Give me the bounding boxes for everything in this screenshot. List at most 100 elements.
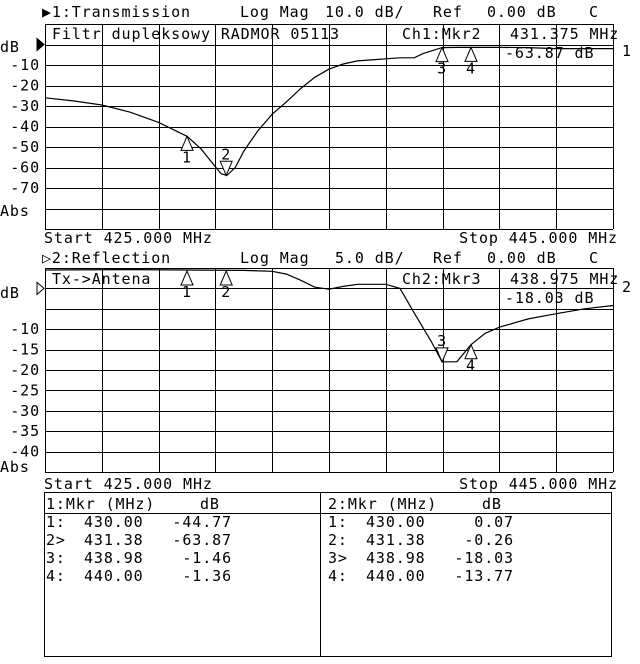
table-row: 4: 440.00 -13.77 — [328, 567, 514, 585]
y-tick-label: -50 — [10, 138, 40, 156]
channel-1-stop: Stop 445.000 MHz — [459, 229, 618, 247]
channel-2-scale: 5.0 dB/ — [335, 249, 405, 267]
channel-1-scale: 10.0 dB/ — [325, 3, 404, 21]
marker-icon — [464, 46, 478, 62]
row-label: 3: — [46, 549, 66, 567]
y-tick-label: -30 — [10, 97, 40, 115]
channel-1-y-ticks: -10 -20 -30 -40 -50 -60 -70 — [10, 56, 40, 197]
row-freq: 438.98 — [84, 549, 144, 567]
channel-1-flag: C — [589, 3, 599, 21]
row-label: 2: — [328, 531, 348, 549]
table-row: 4: 440.00 -1.36 — [46, 567, 232, 585]
marker-icon — [219, 269, 233, 286]
row-db: -0.26 — [464, 531, 514, 549]
row-db: -18.03 — [454, 549, 514, 567]
marker-label: 4 — [466, 357, 476, 375]
channel-2-flag: C — [589, 249, 599, 267]
channel-2-panel: ▷2:Reflection Log Mag 5.0 dB/ Ref 0.00 d… — [0, 249, 632, 493]
channel-1-title: Filtr dupleksowy RADMOR 05113 — [52, 25, 340, 43]
marker-1: 1 — [180, 269, 194, 301]
y-tick-label: -10 — [10, 56, 40, 74]
channel-1-ref-value: 0.00 dB — [487, 3, 557, 21]
channel-2-ref-label: Ref — [433, 249, 463, 267]
row-db: -1.36 — [182, 567, 232, 585]
channel-1-y-format: Abs — [0, 202, 30, 220]
marker-table: 1:Mkr (MHz) dB 1: 430.00 -44.77 2> 431.38 -6… — [44, 492, 612, 657]
y-tick-label: -20 — [10, 77, 40, 95]
channel-2-label: ▷2:Reflection — [42, 249, 171, 267]
channel-1-ref-tag: 1 — [622, 42, 632, 60]
channel-2-marker-freq: 438.975 MHz — [510, 270, 619, 288]
channel-1-start: Start 425.000 MHz — [44, 229, 213, 247]
reference-position-icon — [36, 37, 45, 52]
table-row: 3: 438.98 -1.46 — [46, 549, 231, 567]
channel-2-format: Log Mag — [240, 249, 310, 267]
row-freq: 430.00 — [84, 513, 144, 531]
y-tick-label: -25 — [10, 381, 40, 399]
marker-2: 2 — [219, 269, 233, 301]
channel-1-ref-label: Ref — [433, 3, 463, 21]
table-header-unit: dB — [200, 495, 220, 513]
marker-2: 2 — [219, 145, 233, 177]
channel-1-label: ▶1:Transmission — [42, 3, 191, 21]
table-row: 3> 438.98 -18.03 — [328, 549, 514, 567]
channel-2-ref-tag: 2 — [622, 278, 632, 296]
channel-2-y-ticks: -10 -15 -20 -25 -30 -35 -40 — [10, 320, 40, 460]
row-freq: 430.00 — [366, 513, 426, 531]
marker-icon — [180, 269, 194, 286]
marker-table-channel-1: 1:Mkr (MHz) dB 1: 430.00 -44.77 2> 431.38 -6… — [46, 495, 232, 585]
marker-icon — [435, 46, 449, 63]
table-row: 2> 431.38 -63.87 — [46, 531, 232, 549]
table-header-mkr: 1:Mkr (MHz) — [46, 495, 155, 513]
table-row: 2: 431.38 -0.26 — [328, 531, 514, 549]
row-label: 3> — [328, 549, 348, 567]
y-tick-label: -70 — [10, 179, 40, 197]
channel-2-title: Tx->Antena — [52, 270, 151, 288]
channel-2-marker-name: Ch2:Mkr3 — [402, 270, 481, 288]
table-header-mkr: 2:Mkr (MHz) — [328, 495, 437, 513]
y-tick-label: -40 — [10, 118, 40, 136]
channel-1-plot: 1 2 3 4 — [44, 46, 613, 177]
table-row: 1: 430.00 0.07 — [328, 513, 513, 531]
marker-4: 4 — [464, 46, 478, 77]
y-tick-label: -15 — [10, 341, 40, 359]
y-tick-label: -30 — [10, 402, 40, 420]
marker-label: 2 — [221, 283, 231, 301]
active-marker-icon — [219, 160, 233, 177]
row-freq: 431.38 — [366, 531, 426, 549]
marker-label: 1 — [182, 148, 192, 166]
active-marker-icon — [435, 347, 449, 364]
y-tick-label: -20 — [10, 361, 40, 379]
row-freq: 440.00 — [84, 567, 144, 585]
marker-1: 1 — [180, 135, 194, 166]
channel-1-marker-name: Ch1:Mkr2 — [402, 25, 481, 43]
y-tick-label: -35 — [10, 422, 40, 440]
table-row: 1: 430.00 -44.77 — [46, 513, 232, 531]
channel-2-stop: Stop 445.000 MHz — [459, 475, 618, 493]
marker-label: 3 — [437, 60, 447, 78]
channel-2-start: Start 425.000 MHz — [44, 475, 213, 493]
row-db: -44.77 — [172, 513, 232, 531]
row-label: 1: — [328, 513, 348, 531]
y-tick-label: -60 — [10, 159, 40, 177]
channel-2-y-format: Abs — [0, 458, 30, 476]
channel-1-marker-freq: 431.375 MHz — [510, 25, 619, 43]
marker-label: 3 — [437, 332, 447, 350]
row-db: -63.87 — [172, 531, 232, 549]
row-label: 2> — [46, 531, 66, 549]
channel-2-plot: 1 2 3 4 — [44, 268, 614, 375]
marker-label: 2 — [221, 145, 231, 163]
row-db: -13.77 — [454, 567, 514, 585]
marker-table-channel-2: 2:Mkr (MHz) dB 1: 430.00 0.07 2: 431.38 -0.2… — [328, 495, 514, 585]
marker-icon — [464, 343, 478, 360]
channel-2-grid — [36, 268, 614, 473]
marker-label: 4 — [466, 59, 476, 77]
channel-2-ref-value: 0.00 dB — [487, 249, 557, 267]
row-label: 4: — [46, 567, 66, 585]
channel-2-y-unit: dB — [0, 284, 20, 302]
channel-1-marker-value: -63.87 dB — [505, 44, 594, 62]
row-freq: 440.00 — [366, 567, 426, 585]
channel-2-marker-value: -18.03 dB — [505, 289, 594, 307]
reference-position-icon — [36, 281, 45, 296]
